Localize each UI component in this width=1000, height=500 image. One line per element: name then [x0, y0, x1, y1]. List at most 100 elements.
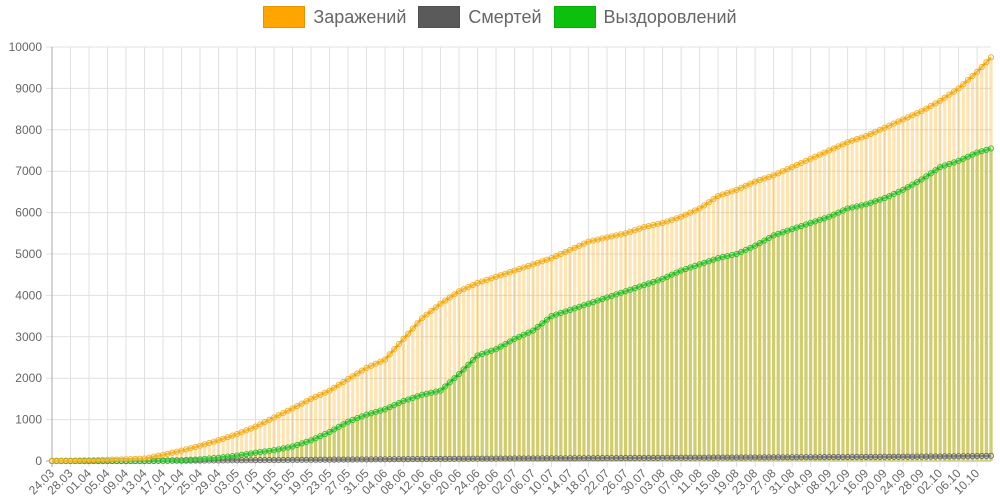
deaths-point [465, 455, 472, 462]
infected-point [696, 205, 703, 212]
infected-point [923, 105, 930, 112]
bar-recovered [850, 207, 854, 461]
deaths-point [779, 454, 786, 461]
bar-recovered [401, 400, 406, 461]
deaths-point [816, 454, 823, 461]
infected-point [941, 94, 948, 101]
infected-point [955, 85, 962, 92]
bar-recovered [920, 179, 924, 462]
recovered-point [210, 455, 217, 462]
deaths-point [839, 453, 847, 461]
bar-recovered [508, 341, 512, 461]
recovered-point [196, 456, 204, 463]
infected-point [405, 330, 412, 337]
bar-recovered [355, 418, 359, 461]
y-tick-label: 1000 [15, 413, 42, 427]
infected-point [442, 297, 449, 304]
legend-swatch-deaths [418, 6, 461, 28]
infected-point [90, 456, 97, 464]
bar-infected [337, 384, 341, 461]
deaths-point [900, 453, 907, 460]
deaths-point [243, 457, 250, 464]
deaths-point [793, 454, 800, 461]
bar-recovered [748, 247, 753, 461]
bar-infected [277, 415, 281, 461]
bar-infected [216, 440, 221, 461]
y-tick-label: 6000 [15, 206, 42, 220]
infected-point [391, 346, 398, 353]
bar-infected [240, 432, 244, 461]
deaths-point [298, 456, 305, 463]
infected-line [51, 56, 992, 463]
deaths-point [502, 455, 509, 462]
bar-recovered [822, 218, 827, 461]
deaths-point [520, 455, 527, 462]
bar-recovered [804, 224, 808, 461]
bar-recovered [332, 429, 336, 461]
deaths-point [964, 453, 971, 460]
bar-infected [304, 401, 309, 461]
bar-infected [327, 390, 332, 461]
deaths-point [289, 456, 296, 464]
bar-infected [332, 387, 336, 461]
bar-recovered [596, 300, 600, 461]
bar-recovered [485, 352, 489, 461]
infected-point [99, 456, 106, 463]
legend-item-infected[interactable]: Заражений [263, 6, 406, 28]
bar-recovered [901, 189, 905, 461]
bar-recovered [966, 156, 970, 461]
deaths-point [932, 453, 939, 460]
deaths-point [474, 455, 481, 462]
bar-infected [295, 406, 299, 461]
infected-point [927, 102, 934, 110]
bar-infected [267, 419, 272, 461]
infected-point [85, 457, 93, 464]
infected-point [418, 315, 426, 322]
deaths-point [354, 456, 361, 463]
bar-recovered [517, 336, 521, 461]
recovered-point [173, 457, 180, 464]
deaths-point [261, 457, 268, 464]
bar-infected [415, 323, 420, 461]
recovered-point [918, 176, 925, 183]
legend-item-deaths[interactable]: Смертей [418, 6, 542, 28]
bar-recovered [369, 413, 373, 461]
bar-recovered [397, 403, 401, 461]
bar-recovered [915, 182, 919, 461]
bar-recovered [730, 255, 734, 461]
recovered-point [909, 181, 916, 188]
deaths-point [858, 453, 865, 461]
deaths-point [728, 454, 736, 461]
bar-recovered [725, 256, 729, 461]
bar-recovered [855, 206, 859, 461]
bar-recovered [906, 187, 910, 461]
deaths-point [761, 454, 768, 461]
infected-point [423, 311, 430, 318]
deaths-point [557, 455, 564, 462]
recovered-point [164, 457, 171, 464]
bar-infected [346, 379, 350, 461]
bar-recovered [314, 438, 318, 461]
bar-recovered [295, 444, 299, 461]
bar-recovered [984, 149, 988, 461]
deaths-point [344, 456, 352, 463]
infected-point [414, 320, 421, 327]
deaths-point [701, 454, 708, 461]
infected-point [395, 340, 403, 348]
legend-label-recovered: Выздоровлений [603, 6, 737, 27]
deaths-point [913, 453, 921, 460]
deaths-point [849, 453, 856, 461]
deaths-point [492, 455, 500, 462]
deaths-point [594, 455, 601, 462]
bar-infected [438, 303, 443, 461]
bar-infected [429, 310, 433, 461]
legend-item-recovered[interactable]: Выздоровлений [553, 6, 737, 28]
bar-recovered [693, 265, 697, 461]
deaths-point [335, 456, 342, 463]
bar-recovered [957, 160, 961, 461]
legend-swatch-infected [263, 6, 306, 28]
bar-recovered [318, 436, 322, 461]
bar-recovered [980, 151, 984, 461]
bar-recovered [933, 170, 938, 462]
bar-infected [318, 394, 322, 461]
